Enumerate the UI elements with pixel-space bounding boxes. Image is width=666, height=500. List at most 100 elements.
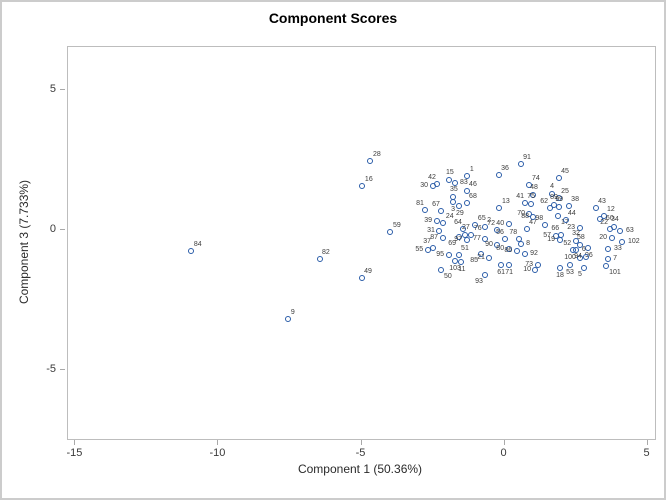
data-point-84 xyxy=(188,247,195,254)
data-point-label-11: 11 xyxy=(458,266,466,274)
data-point-label-47: 47 xyxy=(529,219,537,226)
data-point-label-27: 27 xyxy=(462,224,470,232)
data-point-37 xyxy=(429,244,436,251)
data-point-53 xyxy=(566,261,573,268)
data-point-label-51: 51 xyxy=(461,245,469,253)
data-point-71 xyxy=(505,261,512,268)
data-point-64 xyxy=(460,225,467,232)
data-point-51 xyxy=(455,251,462,258)
data-point-58 xyxy=(577,241,584,248)
data-point-label-40: 40 xyxy=(496,220,505,228)
data-point-label-94: 94 xyxy=(574,253,582,260)
data-point-102 xyxy=(619,238,626,245)
data-point-76 xyxy=(468,231,475,238)
data-point-label-33: 33 xyxy=(613,245,622,253)
data-point-label-63: 63 xyxy=(625,227,634,235)
chart-title: Component Scores xyxy=(268,10,398,26)
data-point-25 xyxy=(555,194,562,201)
data-point-label-52: 52 xyxy=(563,240,572,247)
data-point-5 xyxy=(581,264,588,271)
data-point-82 xyxy=(316,255,323,262)
data-point-label-85: 85 xyxy=(470,257,479,265)
data-point-96 xyxy=(585,244,592,251)
data-point-34 xyxy=(611,223,618,230)
data-point-label-22: 22 xyxy=(600,219,609,226)
data-point-31 xyxy=(436,227,443,234)
data-point-label-84: 84 xyxy=(193,241,202,249)
data-point-label-1: 1 xyxy=(469,166,474,174)
data-point-label-77: 77 xyxy=(473,235,481,243)
data-point-36 xyxy=(495,171,502,178)
data-point-label-74: 74 xyxy=(531,175,540,183)
data-point-48 xyxy=(530,191,537,198)
data-point-label-88: 88 xyxy=(521,213,529,221)
data-point-9 xyxy=(285,315,292,322)
plot-area: 84 9 82 49 16 28 59 91 36 1 45 74 15 83 42 30 46 35 48 4 25 1… xyxy=(67,46,656,440)
x-tick-mark xyxy=(360,440,362,445)
data-point-label-17: 17 xyxy=(561,219,569,227)
data-point-61 xyxy=(497,261,504,268)
data-point-44 xyxy=(562,216,569,223)
data-point-4 xyxy=(548,190,555,197)
data-point-label-72: 72 xyxy=(487,220,496,228)
data-point-72 xyxy=(493,226,500,233)
data-point-20 xyxy=(608,234,615,241)
data-point-19 xyxy=(556,236,563,243)
data-point-label-80: 80 xyxy=(496,245,505,253)
data-point-label-46: 46 xyxy=(469,181,477,189)
data-point-38 xyxy=(565,202,572,209)
data-point-label-28: 28 xyxy=(372,151,381,159)
data-point-label-10: 10 xyxy=(523,266,531,274)
data-point-label-24: 24 xyxy=(445,213,454,221)
data-point-68 xyxy=(463,199,470,206)
data-point-93 xyxy=(482,271,489,278)
data-point-label-34: 34 xyxy=(611,216,619,224)
data-point-label-91: 91 xyxy=(523,154,531,162)
data-point-label-4: 4 xyxy=(550,183,554,190)
data-point-label-39: 39 xyxy=(424,217,433,225)
data-point-label-90: 90 xyxy=(485,241,493,249)
data-point-92 xyxy=(521,250,528,257)
data-point-label-55: 55 xyxy=(415,246,424,253)
data-point-65 xyxy=(472,221,479,228)
data-point-label-45: 45 xyxy=(561,168,569,176)
data-point-50 xyxy=(437,266,444,273)
data-point-7 xyxy=(604,255,611,262)
data-point-label-16: 16 xyxy=(364,176,373,184)
data-point-label-42: 42 xyxy=(428,174,436,182)
data-point-28 xyxy=(367,157,374,164)
data-point-label-65: 65 xyxy=(477,215,486,223)
data-point-3 xyxy=(449,198,456,205)
data-point-85 xyxy=(477,250,484,257)
data-point-label-92: 92 xyxy=(530,250,538,258)
data-point-label-19: 19 xyxy=(547,236,556,244)
data-point-label-87: 87 xyxy=(430,234,439,242)
data-point-label-93: 93 xyxy=(475,278,483,286)
x-tick-label: 5 xyxy=(643,447,650,459)
data-point-label-97: 97 xyxy=(454,236,463,244)
data-point-label-49: 49 xyxy=(364,268,372,275)
data-point-15 xyxy=(446,176,453,183)
data-point-24 xyxy=(440,219,447,226)
data-point-43 xyxy=(592,204,599,211)
data-point-47 xyxy=(523,225,530,232)
data-point-81 xyxy=(422,206,429,213)
data-point-90 xyxy=(494,241,501,248)
data-point-label-103: 103 xyxy=(449,265,461,273)
data-point-label-101: 101 xyxy=(609,269,621,277)
data-point-33 xyxy=(605,245,612,252)
x-tick-mark xyxy=(217,440,219,445)
data-point-label-68: 68 xyxy=(469,193,477,201)
x-tick-label: -5 xyxy=(355,447,366,459)
data-point-30 xyxy=(429,182,436,189)
x-tick-mark xyxy=(503,440,505,445)
data-point-label-60: 60 xyxy=(605,215,614,223)
y-tick-mark xyxy=(60,89,65,91)
data-point-88 xyxy=(530,213,537,220)
data-point-2 xyxy=(481,223,488,230)
data-point-94 xyxy=(583,253,590,260)
data-point-10 xyxy=(532,266,539,273)
data-point-100 xyxy=(577,254,584,261)
data-point-label-53: 53 xyxy=(566,269,574,277)
